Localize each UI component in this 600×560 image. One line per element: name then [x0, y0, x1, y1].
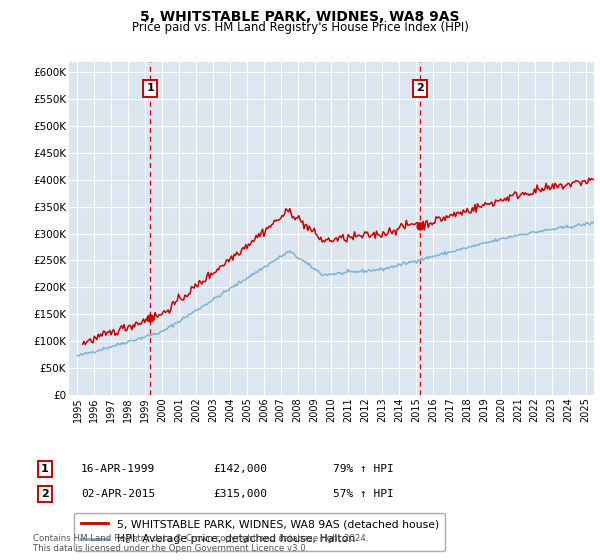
Text: Price paid vs. HM Land Registry's House Price Index (HPI): Price paid vs. HM Land Registry's House … — [131, 21, 469, 34]
Text: 79% ↑ HPI: 79% ↑ HPI — [333, 464, 394, 474]
Text: 1: 1 — [41, 464, 49, 474]
Text: Contains HM Land Registry data © Crown copyright and database right 2024.
This d: Contains HM Land Registry data © Crown c… — [33, 534, 368, 553]
Text: £142,000: £142,000 — [213, 464, 267, 474]
Text: 2: 2 — [41, 489, 49, 499]
Text: 02-APR-2015: 02-APR-2015 — [81, 489, 155, 499]
Text: £315,000: £315,000 — [213, 489, 267, 499]
Text: 57% ↑ HPI: 57% ↑ HPI — [333, 489, 394, 499]
Text: 16-APR-1999: 16-APR-1999 — [81, 464, 155, 474]
Legend: 5, WHITSTABLE PARK, WIDNES, WA8 9AS (detached house), HPI: Average price, detach: 5, WHITSTABLE PARK, WIDNES, WA8 9AS (det… — [74, 512, 445, 551]
Text: 5, WHITSTABLE PARK, WIDNES, WA8 9AS: 5, WHITSTABLE PARK, WIDNES, WA8 9AS — [140, 10, 460, 24]
Text: 1: 1 — [146, 83, 154, 94]
Text: 2: 2 — [416, 83, 424, 94]
